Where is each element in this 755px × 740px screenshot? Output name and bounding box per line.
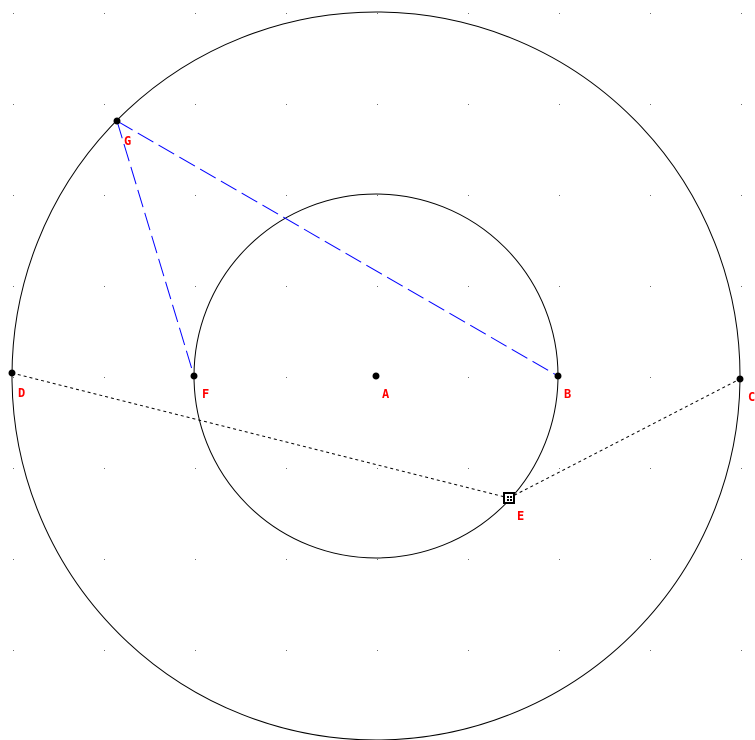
grid-dot [104, 377, 105, 378]
grid-dot [286, 195, 287, 196]
grid-dot [468, 650, 469, 651]
grid-dot [195, 286, 196, 287]
label-e: E [517, 509, 524, 523]
grid-dot [13, 559, 14, 560]
grid-dot [468, 286, 469, 287]
grid-dot [13, 104, 14, 105]
grid-dot [650, 195, 651, 196]
grid-dot [104, 104, 105, 105]
grid-dot [468, 468, 469, 469]
label-g: G [124, 134, 131, 148]
grid-dot [650, 104, 651, 105]
grid-dot [377, 13, 378, 14]
point-e[interactable] [503, 492, 515, 504]
grid-dot [195, 559, 196, 560]
grid-dot [195, 468, 196, 469]
grid-dot [650, 468, 651, 469]
label-f: F [202, 387, 209, 401]
grid-dot [468, 559, 469, 560]
grid-dot [195, 650, 196, 651]
label-d: D [18, 386, 25, 400]
grid-dot [741, 468, 742, 469]
grid-dot [104, 559, 105, 560]
grid-dot [377, 286, 378, 287]
label-a: A [382, 387, 390, 401]
grid-dot [468, 104, 469, 105]
grid-dot [104, 650, 105, 651]
label-c: C [748, 390, 755, 404]
label-b: B [564, 387, 571, 401]
segment-de[interactable] [11, 372, 510, 499]
grid-dot [286, 650, 287, 651]
grid-dot [650, 650, 651, 651]
grid-dot [741, 650, 742, 651]
grid-dot [741, 559, 742, 560]
grid-dot [13, 13, 14, 14]
grid-dot [286, 104, 287, 105]
grid-dot [468, 377, 469, 378]
point-d[interactable] [8, 369, 16, 377]
point-f[interactable] [190, 372, 198, 380]
grid-dot [13, 286, 14, 287]
grid-dot [559, 195, 560, 196]
grid-dot [559, 286, 560, 287]
grid-dot [741, 195, 742, 196]
grid-dot [650, 286, 651, 287]
grid-dot [559, 13, 560, 14]
grid-dot [468, 13, 469, 14]
grid-dot [13, 468, 14, 469]
point-g[interactable] [113, 117, 121, 125]
grid-dot [104, 13, 105, 14]
grid-dot [13, 195, 14, 196]
grid-dot [13, 650, 14, 651]
grid-dots [13, 13, 742, 651]
point-c[interactable] [736, 375, 744, 383]
segment-ec[interactable] [508, 378, 741, 499]
grid-dot [195, 13, 196, 14]
grid-dot [377, 650, 378, 651]
grid-dot [286, 559, 287, 560]
grid-dot [195, 104, 196, 105]
grid-dot [468, 195, 469, 196]
grid-dot [13, 377, 14, 378]
grid-dot [286, 377, 287, 378]
grid-dot [559, 650, 560, 651]
grid-dot [650, 377, 651, 378]
grid-dot [104, 468, 105, 469]
grid-dot [377, 104, 378, 105]
point-a[interactable] [372, 372, 380, 380]
grid-dot [741, 104, 742, 105]
grid-dot [377, 468, 378, 469]
segment-gf[interactable] [116, 120, 195, 377]
grid-dot [377, 559, 378, 560]
grid-dot [559, 104, 560, 105]
grid-dot [741, 286, 742, 287]
grid-dot [650, 13, 651, 14]
grid-dot [104, 195, 105, 196]
grid-dot [377, 195, 378, 196]
grid-dot [559, 559, 560, 560]
point-b[interactable] [554, 372, 562, 380]
grid-dot [104, 286, 105, 287]
grid-dot [286, 286, 287, 287]
grid-dot [195, 195, 196, 196]
grid-dot [286, 13, 287, 14]
grid-dot [741, 13, 742, 14]
grid-dot [286, 468, 287, 469]
grid-dot [650, 559, 651, 560]
grid-dot [559, 468, 560, 469]
segment-gb[interactable] [116, 120, 559, 377]
